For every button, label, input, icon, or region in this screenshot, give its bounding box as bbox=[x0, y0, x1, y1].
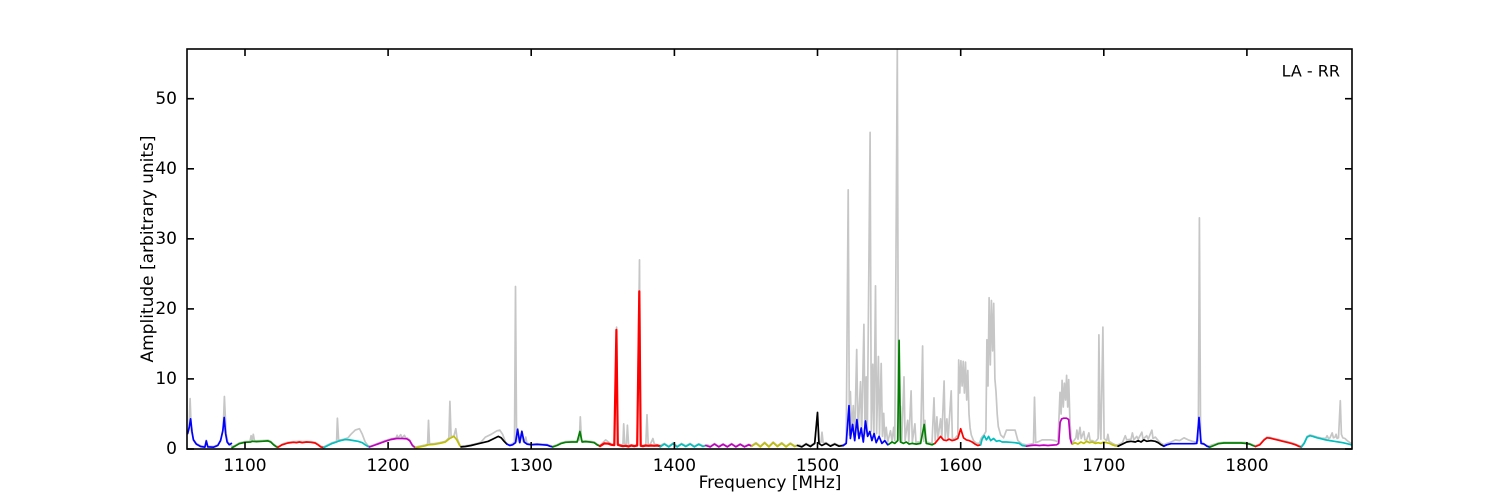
series-spw-12 bbox=[705, 443, 753, 448]
series-spw-04 bbox=[322, 438, 371, 449]
x-tick-label: 1700 bbox=[1082, 456, 1126, 476]
series-spw-06 bbox=[414, 435, 462, 449]
x-tick-label: 1100 bbox=[223, 456, 267, 476]
x-axis-label: Frequency [MHz] bbox=[698, 473, 842, 493]
series-spw-09 bbox=[551, 430, 601, 448]
series-spw-13 bbox=[750, 441, 799, 448]
series-spw-15 bbox=[842, 404, 890, 447]
series-spw-23 bbox=[1208, 442, 1257, 449]
axes-frame bbox=[186, 48, 1353, 450]
corner-annotation: LA - RR bbox=[1281, 61, 1340, 81]
y-tick-label: 30 bbox=[155, 228, 177, 249]
y-tick-label: 50 bbox=[155, 88, 177, 109]
x-tick-label: 1200 bbox=[366, 456, 410, 476]
series-raw-spectrum bbox=[187, 49, 1352, 449]
y-tick-label: 40 bbox=[155, 158, 177, 179]
series-spw-21 bbox=[1117, 439, 1165, 448]
y-tick-label: 10 bbox=[155, 368, 177, 389]
series-spw-19 bbox=[1025, 417, 1074, 448]
series-spw-05 bbox=[368, 437, 417, 449]
y-tick-label: 20 bbox=[155, 298, 177, 319]
series-spw-25 bbox=[1300, 434, 1352, 449]
series-spw-10 bbox=[598, 290, 662, 448]
series-spw-24 bbox=[1254, 436, 1303, 449]
series-spw-16 bbox=[888, 339, 936, 446]
series-spw-07 bbox=[460, 435, 508, 448]
series-spw-03 bbox=[277, 441, 325, 449]
series-spw-22 bbox=[1163, 416, 1211, 449]
series-spw-18 bbox=[979, 434, 1028, 448]
x-tick-label: 1800 bbox=[1225, 456, 1269, 476]
series-spw-11 bbox=[659, 442, 707, 448]
series-spw-20 bbox=[1071, 440, 1119, 448]
x-tick-label: 1400 bbox=[652, 456, 697, 476]
series-group bbox=[187, 49, 1352, 449]
series-spw-17 bbox=[934, 427, 982, 447]
x-tick-label: 1300 bbox=[509, 456, 553, 476]
series-spw-02 bbox=[231, 440, 279, 449]
series-spw-14 bbox=[796, 411, 845, 448]
series-spw-01 bbox=[187, 416, 233, 449]
series-spw-08 bbox=[506, 428, 554, 448]
y-tick-label: 0 bbox=[166, 439, 177, 459]
x-tick-label: 1500 bbox=[795, 456, 840, 476]
x-tick-label: 1600 bbox=[939, 456, 983, 476]
